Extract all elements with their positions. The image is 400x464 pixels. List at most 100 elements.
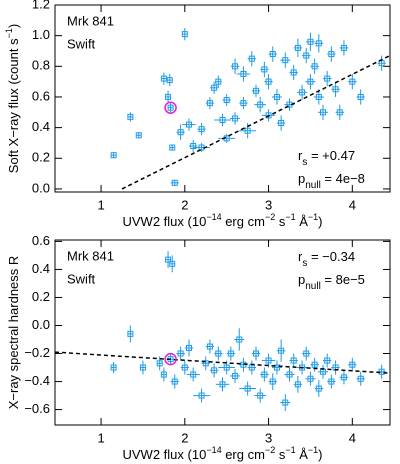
data-point bbox=[198, 392, 205, 399]
data-point bbox=[190, 143, 197, 150]
data-point bbox=[307, 78, 314, 85]
data-point bbox=[211, 84, 218, 91]
data-point bbox=[315, 40, 322, 47]
data-point bbox=[190, 371, 197, 378]
data-point bbox=[311, 63, 318, 70]
data-point bbox=[156, 360, 163, 367]
y-axis-label-part: −1 bbox=[4, 28, 14, 38]
data-point bbox=[215, 350, 222, 357]
data-point bbox=[257, 101, 264, 108]
data-point bbox=[240, 100, 247, 107]
data-point bbox=[357, 93, 364, 100]
stat-value: = 4e−8 bbox=[321, 171, 365, 186]
data-point bbox=[307, 38, 314, 45]
data-point bbox=[110, 364, 117, 371]
y-tick-label: 1.2 bbox=[32, 0, 50, 11]
data-point bbox=[165, 93, 172, 100]
data-point bbox=[261, 66, 268, 73]
x-tick-label: 4 bbox=[349, 430, 356, 445]
x-tick-label: 2 bbox=[181, 197, 188, 212]
x-axis-label-part: Å bbox=[296, 447, 309, 462]
stat-subscript: null bbox=[305, 281, 321, 292]
y-axis-label-part: Soft X−ray flux (count s bbox=[6, 38, 21, 173]
data-point bbox=[236, 336, 243, 343]
data-point bbox=[211, 367, 218, 374]
data-point bbox=[282, 399, 289, 406]
data-point bbox=[265, 78, 272, 85]
data-point bbox=[332, 86, 339, 93]
x-axis-label: UVW2 flux (10−14 erg cm−2 s−1 Å−1) bbox=[123, 445, 323, 462]
data-point bbox=[282, 57, 289, 64]
stat-value: = 8e−5 bbox=[321, 272, 365, 287]
data-point bbox=[248, 55, 255, 62]
statistic: pnull = 4e−8 bbox=[298, 171, 365, 191]
stat-symbol: r bbox=[298, 249, 303, 264]
statistic: pnull = 8e−5 bbox=[298, 272, 365, 292]
data-point bbox=[206, 100, 213, 107]
stat-subscript: null bbox=[305, 180, 321, 191]
data-point bbox=[257, 392, 264, 399]
data-point bbox=[240, 70, 247, 77]
data-point bbox=[290, 69, 297, 76]
x-tick-label: 3 bbox=[265, 197, 272, 212]
x-axis-label-part: −2 bbox=[265, 445, 275, 455]
x-axis-label-part: erg cm bbox=[222, 447, 265, 462]
data-point bbox=[177, 129, 184, 136]
x-axis-label-part: s bbox=[275, 214, 286, 229]
stat-value: = −0.34 bbox=[307, 249, 355, 264]
data-point bbox=[177, 350, 184, 357]
data-point bbox=[294, 44, 301, 51]
data-point bbox=[186, 121, 192, 128]
y-tick-label: 1.0 bbox=[32, 27, 50, 42]
annotation: Mrk 841 bbox=[67, 248, 114, 263]
data-point bbox=[378, 60, 385, 67]
data-point bbox=[198, 126, 205, 133]
y-axis-label: Soft X−ray flux (count s−1) bbox=[4, 24, 21, 173]
data-point bbox=[320, 109, 326, 116]
data-point bbox=[253, 350, 259, 357]
y-tick-label: 0.6 bbox=[32, 88, 50, 103]
data-point bbox=[340, 374, 347, 381]
x-axis-label-part: −14 bbox=[206, 445, 221, 455]
y-axis-label: X−ray spectral hardness R bbox=[6, 256, 21, 410]
stat-symbol: p bbox=[298, 272, 305, 287]
data-point bbox=[169, 144, 176, 151]
data-point bbox=[273, 364, 280, 371]
data-point bbox=[244, 127, 251, 134]
data-point bbox=[244, 385, 251, 392]
data-point bbox=[253, 87, 259, 94]
highlight-point bbox=[164, 352, 177, 366]
y-tick-label: 0.2 bbox=[32, 150, 50, 165]
fit-line bbox=[55, 351, 390, 374]
data-point bbox=[127, 113, 134, 120]
annotation: Mrk 841 bbox=[67, 13, 114, 28]
x-axis-label-part: Å bbox=[296, 214, 309, 229]
x-tick-label: 1 bbox=[97, 197, 104, 212]
data-point bbox=[340, 44, 347, 51]
stat-value: = +0.47 bbox=[307, 148, 355, 163]
data-point bbox=[181, 31, 188, 38]
data-point bbox=[328, 51, 335, 58]
x-axis-label-part: ) bbox=[318, 447, 322, 462]
x-axis-label-part: −1 bbox=[285, 445, 295, 455]
statistic: rs = +0.47 bbox=[298, 148, 355, 168]
x-axis-label-part: UVW2 flux (10 bbox=[123, 447, 207, 462]
data-point bbox=[278, 347, 285, 354]
data-point bbox=[165, 256, 172, 263]
y-tick-label: −0.6 bbox=[24, 401, 50, 416]
data-point bbox=[290, 357, 297, 364]
y-tick-label: 0.8 bbox=[32, 58, 50, 73]
data-point bbox=[357, 375, 364, 382]
y-tick-label: 0.6 bbox=[32, 233, 50, 248]
x-axis-label: UVW2 flux (10−14 erg cm−2 s−1 Å−1) bbox=[123, 212, 323, 229]
stat-subscript: s bbox=[302, 157, 307, 168]
y-tick-label: 0.0 bbox=[32, 180, 50, 195]
y-tick-label: 0.0 bbox=[32, 317, 50, 332]
x-tick-label: 3 bbox=[265, 430, 272, 445]
data-point bbox=[294, 381, 301, 388]
data-point bbox=[181, 364, 188, 371]
annotation: Swift bbox=[67, 271, 96, 286]
data-point bbox=[315, 93, 322, 100]
